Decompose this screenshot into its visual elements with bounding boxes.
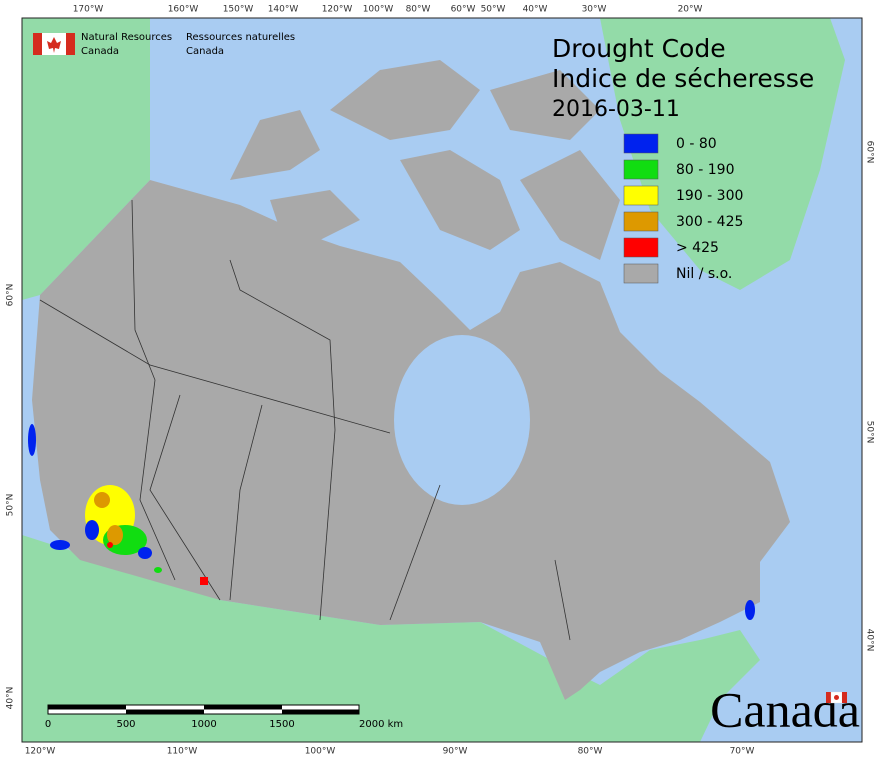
scale-label: 1000	[191, 719, 216, 730]
lon-label: 170°W	[73, 5, 104, 15]
lon-label: 50°W	[481, 5, 506, 15]
province-borders	[39, 199, 571, 641]
lat-label: 50°N	[865, 421, 875, 444]
legend-swatch	[623, 263, 659, 284]
title: Drought Code	[552, 34, 726, 63]
legend-label: 0 - 80	[676, 136, 717, 152]
lon-label: 30°W	[582, 5, 607, 15]
scale-label: 0	[45, 719, 51, 730]
legend-label: 80 - 190	[676, 162, 735, 178]
legend-swatch	[623, 237, 659, 258]
scale-bar: 0 500 1000 1500 2000 km	[45, 704, 403, 730]
date: 2016-03-11	[552, 97, 680, 122]
land	[22, 18, 845, 742]
wordmark-flag	[826, 691, 847, 704]
legend-label: 300 - 425	[676, 214, 743, 230]
logo	[33, 33, 75, 55]
title: Indice de sécheresse	[552, 64, 814, 93]
lon-label: 140°W	[268, 5, 299, 15]
drought-patches	[28, 424, 755, 620]
agency-en: Natural Resources	[81, 32, 172, 43]
legend-label: > 425	[676, 240, 719, 256]
scale-label: 2000 km	[359, 719, 403, 730]
graticule-labels: 170°W 160°W 150°W 140°W 120°W 100°W 80°W 60°W 50…	[6, 5, 875, 757]
lat-label: 60°N	[865, 141, 875, 164]
lon-label: 60°W	[451, 5, 476, 15]
agency-fr: Canada	[186, 46, 224, 57]
lon-label: 20°W	[678, 5, 703, 15]
scale-label: 500	[116, 719, 135, 730]
legend-swatch	[623, 211, 659, 232]
lon-label: 90°W	[443, 747, 468, 757]
lat-label: 40°N	[865, 629, 875, 652]
lon-label: 40°W	[523, 5, 548, 15]
lat-label: 60°N	[6, 284, 16, 307]
lon-label: 160°W	[168, 5, 199, 15]
legend-label: Nil / s.o.	[676, 266, 732, 282]
legend-swatch	[623, 185, 659, 206]
lon-label: 100°W	[363, 5, 394, 15]
lon-label: 120°W	[25, 747, 56, 757]
lon-label: 150°W	[223, 5, 254, 15]
agency-fr: Ressources naturelles	[186, 32, 295, 43]
scale-label: 1500	[269, 719, 294, 730]
map-frame	[21, 17, 863, 743]
lon-label: 70°W	[730, 747, 755, 757]
wordmark: Canada	[710, 681, 860, 737]
lon-label: 110°W	[167, 747, 198, 757]
lon-label: 80°W	[406, 5, 431, 15]
legend: 0 - 80 80 - 190 190 - 300 300 - 425 > 425 Nil…	[623, 133, 743, 284]
agency-en: Canada	[81, 46, 119, 57]
lat-label: 50°N	[6, 494, 16, 517]
legend-swatch	[623, 133, 659, 154]
legend-label: 190 - 300	[676, 188, 743, 204]
lon-label: 100°W	[305, 747, 336, 757]
lon-label: 120°W	[322, 5, 353, 15]
lat-label: 40°N	[6, 687, 16, 710]
lon-label: 80°W	[578, 747, 603, 757]
legend-swatch	[623, 159, 659, 180]
